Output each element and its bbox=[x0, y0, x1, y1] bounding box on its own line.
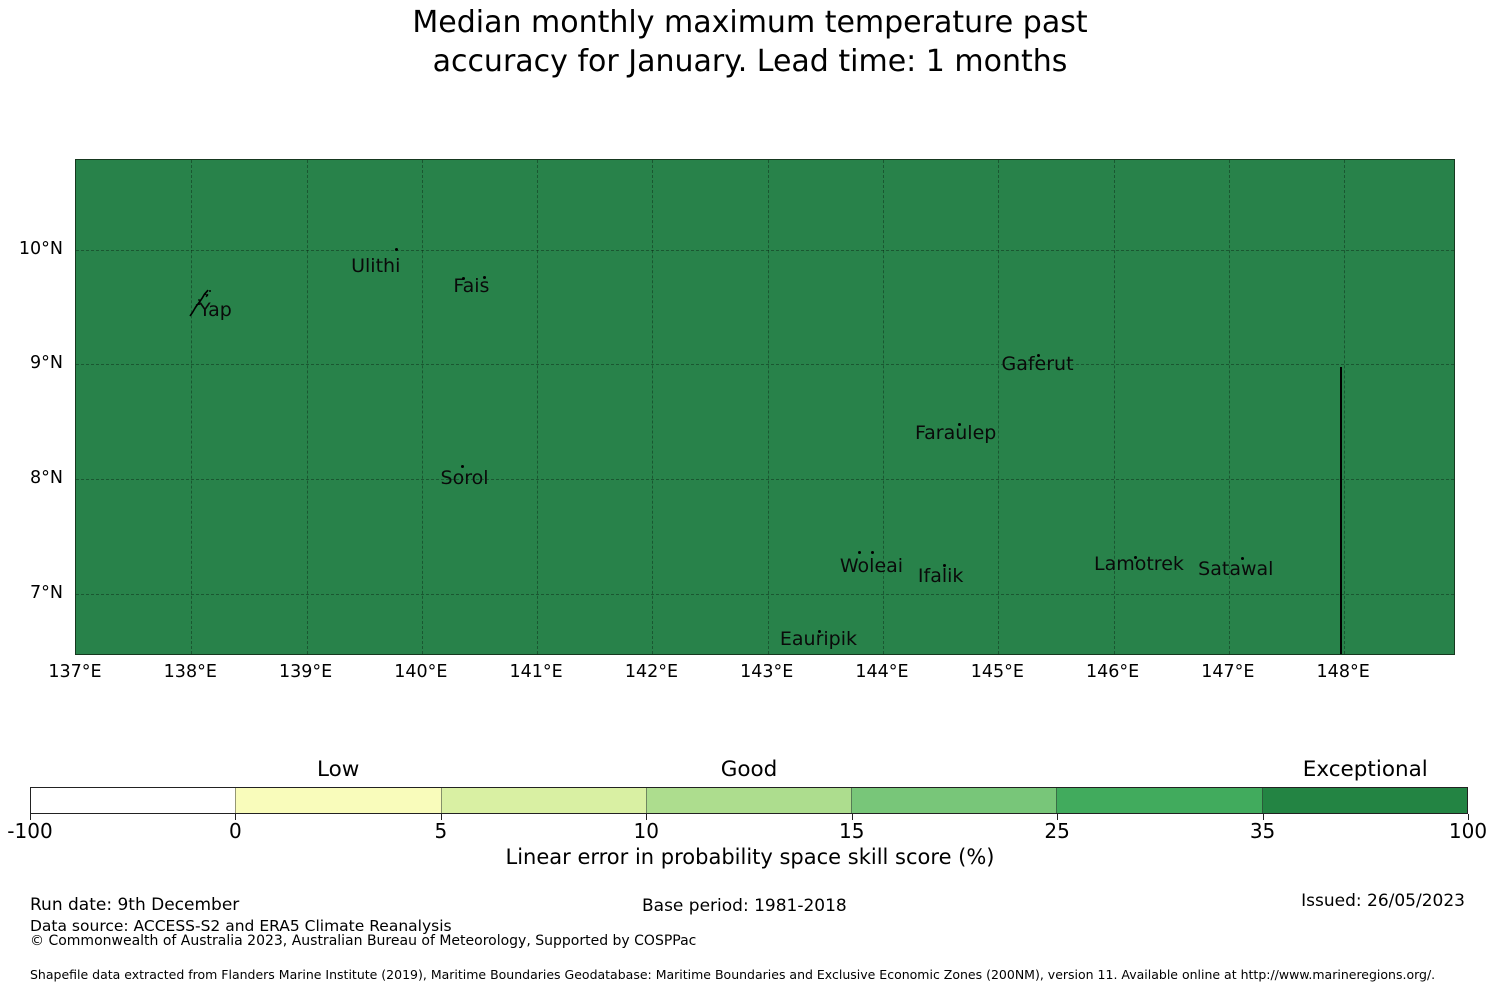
island-label: Sorol bbox=[440, 467, 489, 490]
atoll-marker-dot bbox=[957, 423, 961, 427]
atoll-marker-dot bbox=[942, 563, 946, 567]
map-area: Yap Ulithi Fais Sorol Gaferut Faraulep Woleai I… bbox=[75, 159, 1455, 655]
longitude-gridline bbox=[191, 160, 193, 654]
issued-date-text: Issued: 26/05/2023 bbox=[1301, 891, 1465, 911]
chart-title-line2: accuracy for January. Lead time: 1 month… bbox=[432, 44, 1068, 79]
chart-title: Median monthly maximum temperature past … bbox=[0, 3, 1500, 81]
longitude-gridline bbox=[998, 160, 1000, 654]
colorbar-tick-label: -100 bbox=[7, 819, 53, 843]
atoll-marker-dot bbox=[858, 551, 862, 555]
longitude-gridline bbox=[883, 160, 885, 654]
longitude-gridline bbox=[1344, 160, 1346, 654]
latitude-gridline bbox=[76, 364, 1454, 366]
colorbar-tick bbox=[851, 814, 853, 820]
colorbar-axis-label: Linear error in probability space skill … bbox=[505, 845, 995, 869]
colorbar-category-label: Low bbox=[316, 757, 360, 782]
colorbar bbox=[30, 787, 1468, 814]
island-label: Ifalik bbox=[917, 564, 964, 587]
latitude-gridline bbox=[76, 479, 1454, 481]
run-date-text: Run date: 9th December bbox=[30, 895, 240, 915]
y-axis-tick-label: 8°N bbox=[30, 468, 63, 489]
longitude-gridline bbox=[537, 160, 539, 654]
colorbar-tick bbox=[1057, 814, 1059, 820]
x-axis-tick-label: 147°E bbox=[1201, 662, 1255, 682]
yap-island-shape bbox=[189, 289, 211, 317]
x-axis-tick-label: 146°E bbox=[1085, 662, 1140, 682]
y-axis-tick-label: 10°N bbox=[18, 238, 63, 259]
colorbar-segment bbox=[645, 788, 852, 813]
atoll-marker-dot bbox=[818, 629, 822, 633]
longitude-gridline bbox=[306, 160, 308, 654]
colorbar-tick-label: 100 bbox=[1448, 819, 1488, 843]
island-label: Fais bbox=[453, 275, 490, 298]
chart-title-line1: Median monthly maximum temperature past bbox=[412, 5, 1088, 40]
x-axis-tick-label: 142°E bbox=[624, 662, 679, 682]
island-label: Woleai bbox=[839, 555, 904, 578]
island-label: Satawal bbox=[1198, 557, 1274, 580]
colorbar-segment bbox=[440, 788, 646, 813]
atoll-marker-dot bbox=[1036, 354, 1040, 358]
x-axis-tick-label: 144°E bbox=[855, 662, 909, 682]
base-period-text: Base period: 1981-2018 bbox=[642, 896, 847, 916]
colorbar-tick bbox=[30, 814, 31, 820]
atoll-marker-dot bbox=[871, 551, 875, 555]
colorbar-tick-label: 35 bbox=[1249, 819, 1276, 843]
atoll-marker-dot bbox=[462, 277, 466, 281]
colorbar-tick bbox=[440, 814, 442, 820]
longitude-gridline bbox=[767, 160, 769, 654]
island-label: Gaferut bbox=[1001, 353, 1074, 376]
colorbar-tick-label: 10 bbox=[633, 819, 660, 843]
x-axis-tick-label: 140°E bbox=[394, 662, 448, 682]
atoll-marker-dot bbox=[1133, 556, 1137, 560]
y-axis-tick-label: 7°N bbox=[30, 583, 63, 603]
x-axis-tick-label: 137°E bbox=[48, 662, 102, 682]
colorbar-tick bbox=[646, 814, 648, 820]
data-source-text: Data source: ACCESS-S2 and ERA5 Climate … bbox=[30, 917, 452, 935]
colorbar-segment bbox=[31, 788, 236, 813]
longitude-gridline bbox=[652, 160, 654, 654]
colorbar-tick bbox=[1468, 814, 1469, 820]
latitude-gridline bbox=[76, 594, 1454, 595]
copyright-text: © Commonwealth of Australia 2023, Austra… bbox=[30, 933, 697, 949]
colorbar-segment bbox=[235, 788, 441, 813]
colorbar-tick bbox=[235, 814, 237, 820]
island-label: Yap bbox=[199, 299, 232, 322]
x-axis-tick-label: 138°E bbox=[163, 662, 217, 682]
x-axis-tick-label: 141°E bbox=[509, 662, 563, 682]
eez-boundary-line bbox=[1339, 366, 1342, 654]
x-axis-tick-label: 148°E bbox=[1316, 662, 1370, 682]
x-axis-tick-label: 143°E bbox=[740, 662, 794, 682]
x-axis-tick-label: 139°E bbox=[278, 662, 333, 682]
longitude-gridline bbox=[1113, 160, 1115, 654]
island-label: Faraulep bbox=[914, 422, 997, 445]
colorbar-category-label: Exceptional bbox=[1302, 757, 1428, 782]
atoll-marker-dot bbox=[483, 276, 487, 280]
colorbar-segment bbox=[1261, 788, 1467, 813]
colorbar-category-label: Good bbox=[720, 757, 778, 782]
colorbar-tick-label: 0 bbox=[229, 819, 242, 843]
colorbar-segment bbox=[1056, 788, 1262, 813]
island-label: Ulithi bbox=[351, 254, 401, 277]
colorbar-segment bbox=[851, 788, 1057, 813]
island-label: Eauripik bbox=[779, 627, 858, 650]
colorbar-tick-label: 5 bbox=[434, 819, 448, 843]
island-label: Lamotrek bbox=[1094, 553, 1184, 576]
colorbar-tick-label: 15 bbox=[838, 819, 865, 843]
atoll-marker-dot bbox=[1240, 556, 1244, 560]
latitude-gridline bbox=[76, 249, 1454, 251]
colorbar-tick bbox=[1262, 814, 1264, 820]
colorbar-tick-label: 25 bbox=[1044, 819, 1070, 843]
atoll-marker-dot bbox=[394, 247, 398, 251]
shapefile-note: Shapefile data extracted from Flanders M… bbox=[30, 967, 1436, 982]
longitude-gridline bbox=[421, 160, 423, 654]
atoll-marker-dot bbox=[460, 465, 464, 469]
longitude-gridline bbox=[1228, 160, 1230, 654]
x-axis-tick-label: 145°E bbox=[970, 662, 1024, 682]
y-axis-tick-label: 9°N bbox=[30, 353, 63, 374]
